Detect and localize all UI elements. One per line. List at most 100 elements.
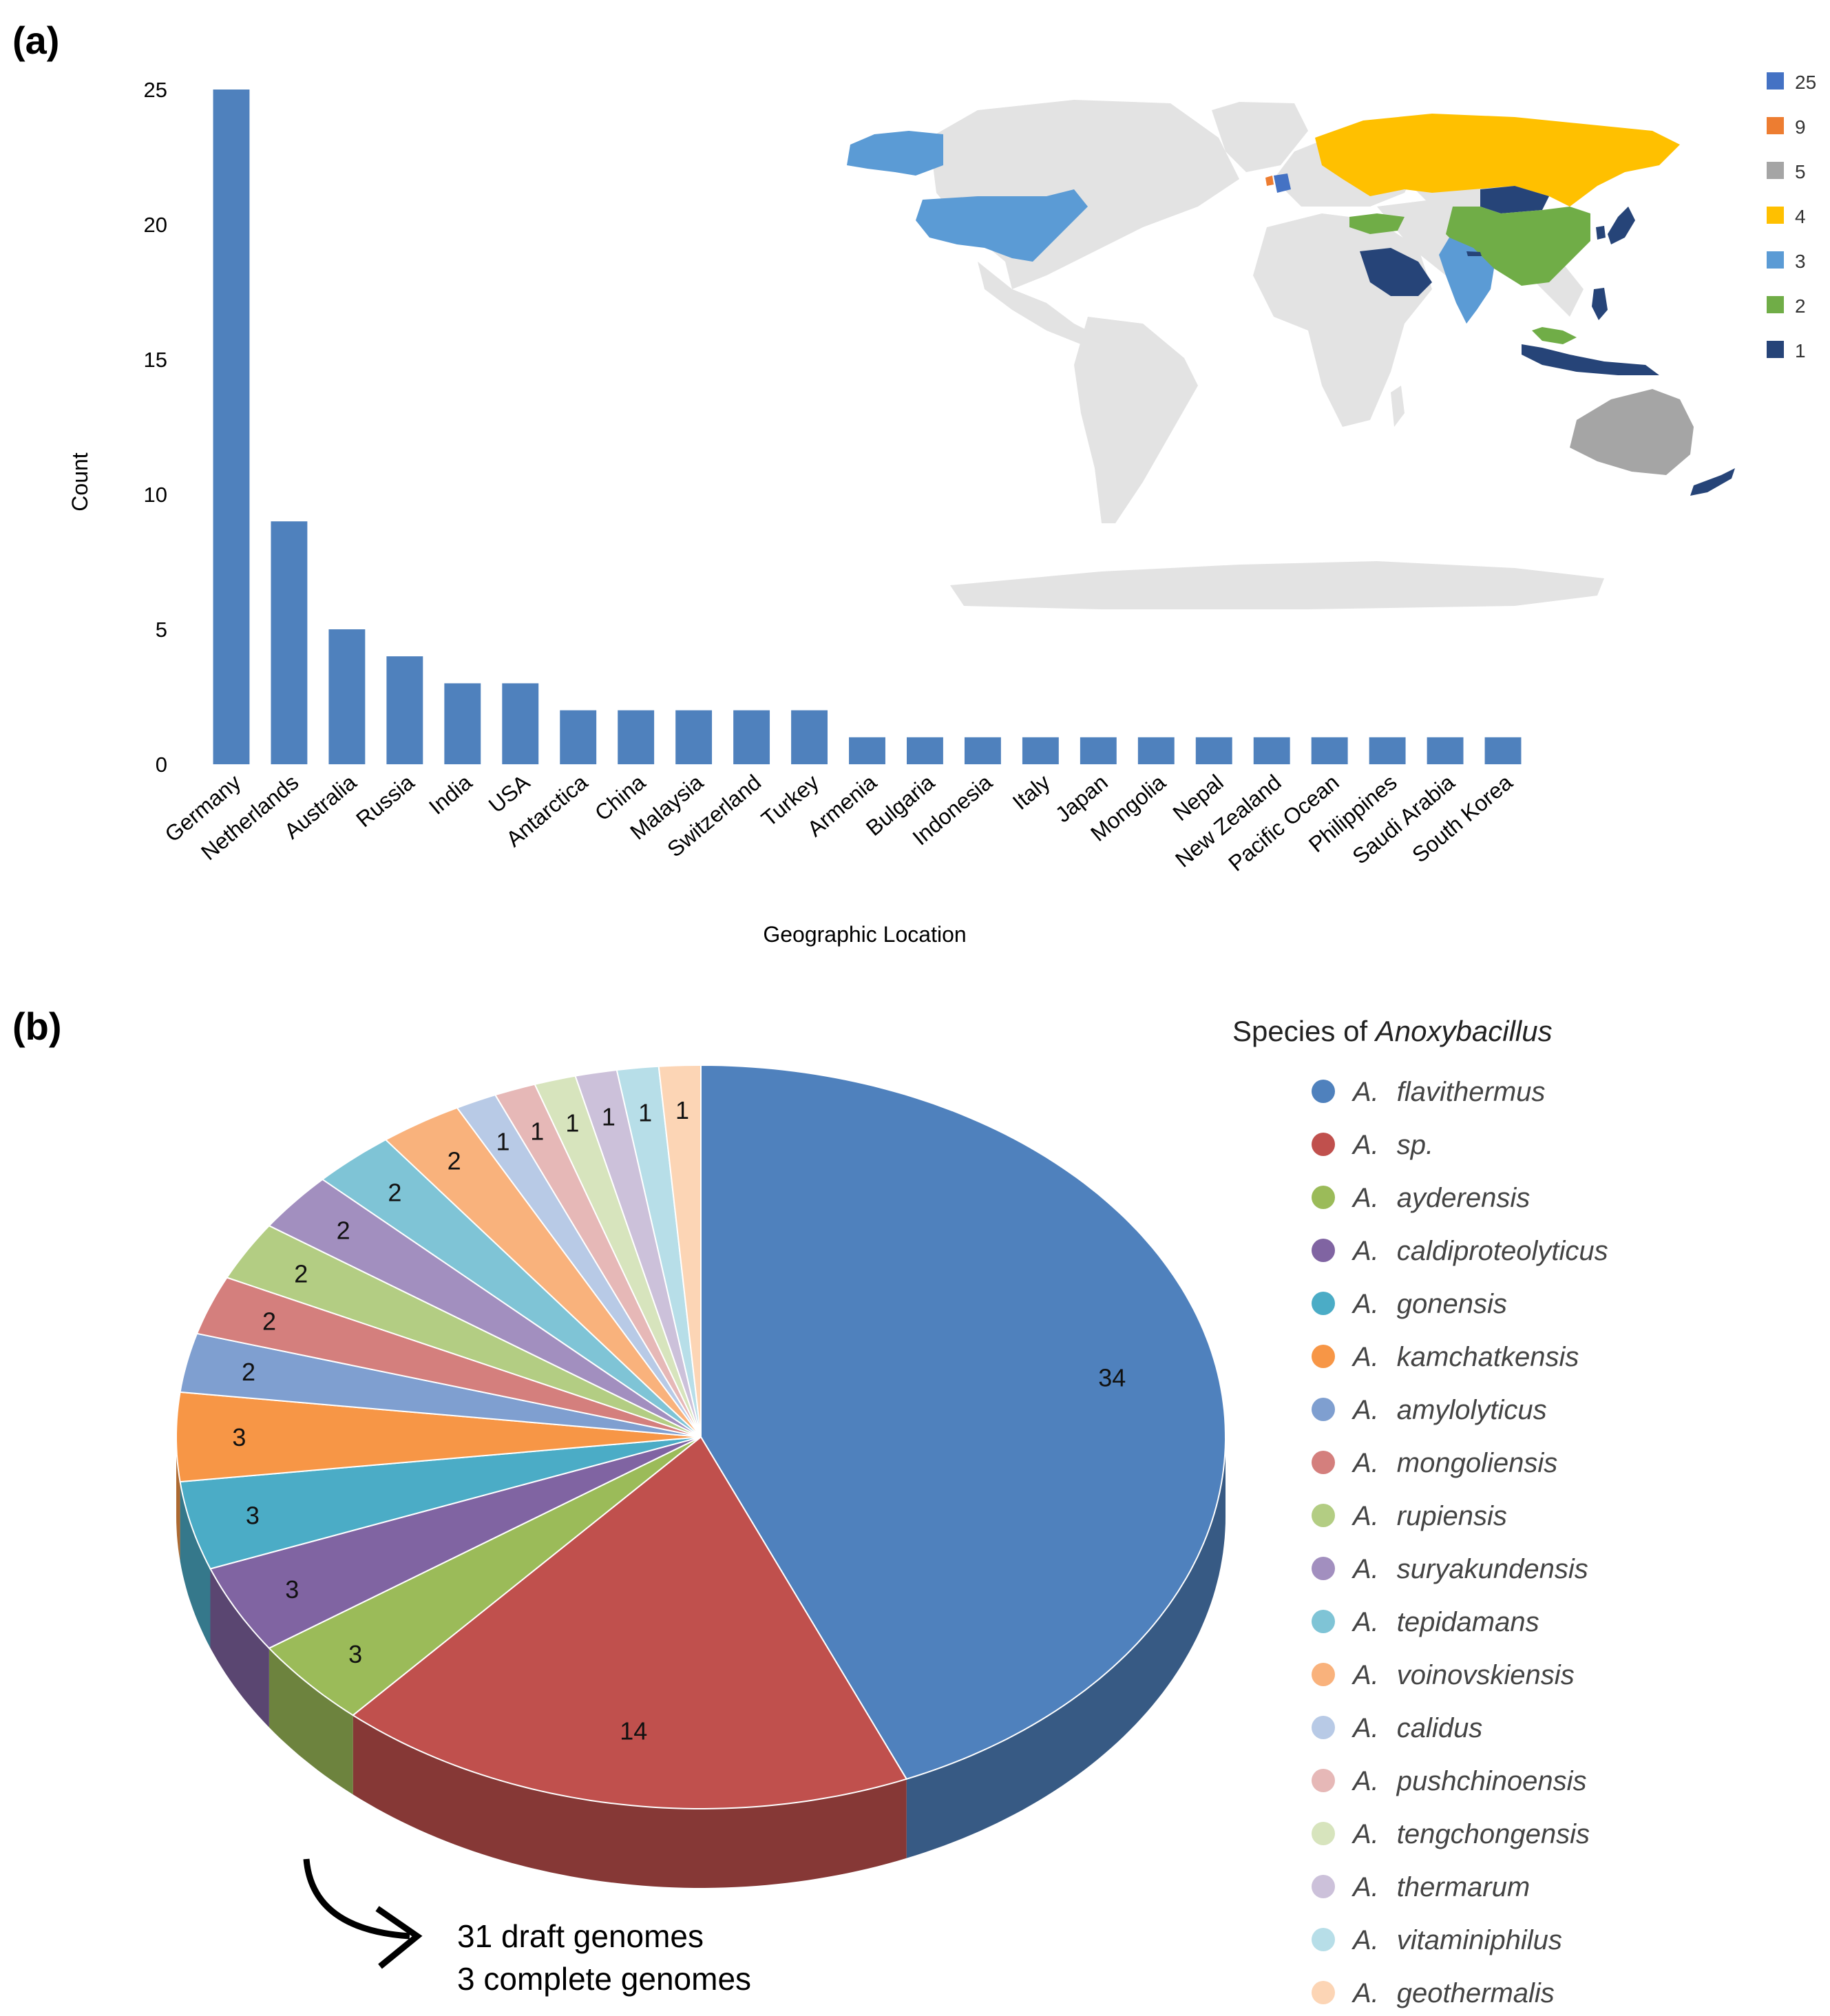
map-land-africa <box>1253 213 1432 427</box>
bar-germany <box>213 90 250 764</box>
pie-data-label: 14 <box>620 1716 647 1745</box>
bar-turkey <box>791 710 828 764</box>
pie-slice-geothermalis <box>658 1064 702 1438</box>
pie-slice-amylolyticus <box>179 1332 702 1438</box>
pie-slice-vitaminiphilus <box>616 1065 702 1438</box>
pie-slice-caldiproteolyticus <box>209 1436 702 1650</box>
pie-data-label: 1 <box>675 1096 689 1124</box>
map-legend-label: 3 <box>1795 251 1806 272</box>
bar-chart: 0 5 10 15 20 25 GermanyNetherlandsAustraliaRu… <box>67 78 1522 947</box>
map-legend-swatch <box>1767 162 1784 179</box>
bar-switzerland <box>733 710 770 764</box>
legend-label-ayderensis: A. ayderensis <box>1352 1183 1530 1213</box>
map-legend-swatch <box>1767 72 1784 90</box>
bar-russia <box>386 656 423 764</box>
annotation-draft-genomes: 31 draft genomes <box>457 1918 704 1954</box>
map-south-korea <box>1596 226 1606 240</box>
map-saudi-arabia <box>1360 248 1432 296</box>
map-indonesia <box>1522 344 1659 375</box>
annotation-complete-genomes: 3 complete genomes <box>457 1961 751 1997</box>
pie-side-flavithermus <box>906 1437 1226 1858</box>
map-land-greenland <box>1212 102 1308 172</box>
map-legend-label: 25 <box>1795 72 1816 93</box>
map-china <box>1446 207 1590 286</box>
map-legend-label: 4 <box>1795 206 1806 227</box>
map-legend-swatch <box>1767 251 1784 269</box>
bar-antarctica <box>560 710 597 764</box>
pie-slice-pushchinoensis <box>494 1083 702 1438</box>
pie-data-label: 2 <box>448 1146 461 1175</box>
map-legend-label: 5 <box>1795 161 1806 182</box>
pie-data-label: 1 <box>565 1109 579 1137</box>
legend-swatch-flavithermus <box>1312 1080 1335 1103</box>
bar-indonesia <box>964 737 1001 764</box>
bar-bulgaria <box>907 737 943 764</box>
map-land-south-america <box>1074 317 1198 523</box>
pie-slice-tepidamans <box>321 1139 702 1438</box>
bar-malaysia <box>675 710 713 764</box>
map-legend-swatch <box>1767 117 1784 134</box>
bar-y-tick-label: 0 <box>156 753 167 777</box>
bar-x-axis-label: Geographic Location <box>763 922 966 947</box>
map-land-north-america <box>929 100 1239 289</box>
pie-data-label: 2 <box>388 1178 401 1206</box>
map-philippines <box>1592 288 1608 320</box>
pie-data-label: 1 <box>496 1128 510 1156</box>
map-legend-label: 2 <box>1795 295 1806 317</box>
bar-armenia <box>849 737 885 764</box>
bar-y-ticks: 0 5 10 15 20 25 <box>144 78 167 777</box>
pie-data-label: 2 <box>337 1216 350 1244</box>
bar-nepal <box>1195 737 1232 764</box>
bar-y-tick-label: 25 <box>144 78 167 102</box>
bar-x-tick-label: India <box>424 770 476 819</box>
bar-y-tick-label: 5 <box>156 618 167 642</box>
pie-side-sp <box>353 1715 907 1888</box>
pie-data-label: 2 <box>242 1358 255 1386</box>
pie-slice-kamchatkensis <box>176 1391 702 1483</box>
bar-south-korea <box>1484 737 1522 764</box>
panel-b-label: (b) <box>12 1005 62 1048</box>
pie-slice-mongoliensis <box>196 1277 702 1438</box>
map-usa <box>916 189 1088 262</box>
pie-data-label: 3 <box>232 1423 246 1451</box>
legend-label-voinovskiensis: A. voinovskiensis <box>1352 1660 1575 1690</box>
pie-top-slices <box>176 1064 1227 1809</box>
bar-italy <box>1022 737 1059 764</box>
pie-data-label: 3 <box>285 1575 299 1604</box>
pie-data-label: 1 <box>638 1098 652 1126</box>
bar-usa <box>502 683 539 764</box>
map-new-zealand <box>1690 468 1735 496</box>
legend-label-vitaminiphilus: A. vitaminiphilus <box>1352 1925 1562 1955</box>
legend-label-kamchatkensis: A. kamchatkensis <box>1352 1342 1579 1372</box>
legend-label-calidus: A. calidus <box>1352 1713 1482 1743</box>
legend-label-pushchinoensis: A. pushchinoensis <box>1352 1766 1587 1796</box>
bar-mongolia <box>1137 737 1175 764</box>
map-alaska <box>847 131 943 176</box>
bar-new-zealand <box>1253 737 1290 764</box>
bar-saudi-arabia <box>1427 737 1464 764</box>
legend-swatch-ayderensis <box>1312 1186 1335 1209</box>
map-japan <box>1608 207 1635 244</box>
bar-pacific-ocean <box>1311 737 1348 764</box>
legend-label-geothermalis: A. geothermalis <box>1352 1978 1555 2008</box>
pie-slice-thermarum <box>574 1069 702 1438</box>
bar-y-axis-label: Count <box>67 452 92 512</box>
map-legend-swatch <box>1767 207 1784 224</box>
pie-side-gonensis <box>180 1482 211 1648</box>
pie-slice-tengchongensis <box>534 1075 702 1438</box>
pie-slice-ayderensis <box>268 1436 702 1716</box>
pie-data-label: 34 <box>1098 1364 1126 1392</box>
arrow-head-icon <box>375 1906 423 1969</box>
pie-slice-sp <box>351 1436 908 1809</box>
legend-label-tepidamans: A. tepidamans <box>1352 1607 1539 1637</box>
legend-swatch-voinovskiensis <box>1312 1663 1335 1686</box>
panel-a-label: (a) <box>12 19 59 62</box>
pie-side-walls <box>176 1437 1226 1888</box>
bar-philippines <box>1369 737 1406 764</box>
legend-swatch-amylolyticus <box>1312 1398 1335 1421</box>
pie-slice-suryakundensis <box>268 1178 702 1438</box>
map-land-madagascar <box>1391 386 1405 427</box>
